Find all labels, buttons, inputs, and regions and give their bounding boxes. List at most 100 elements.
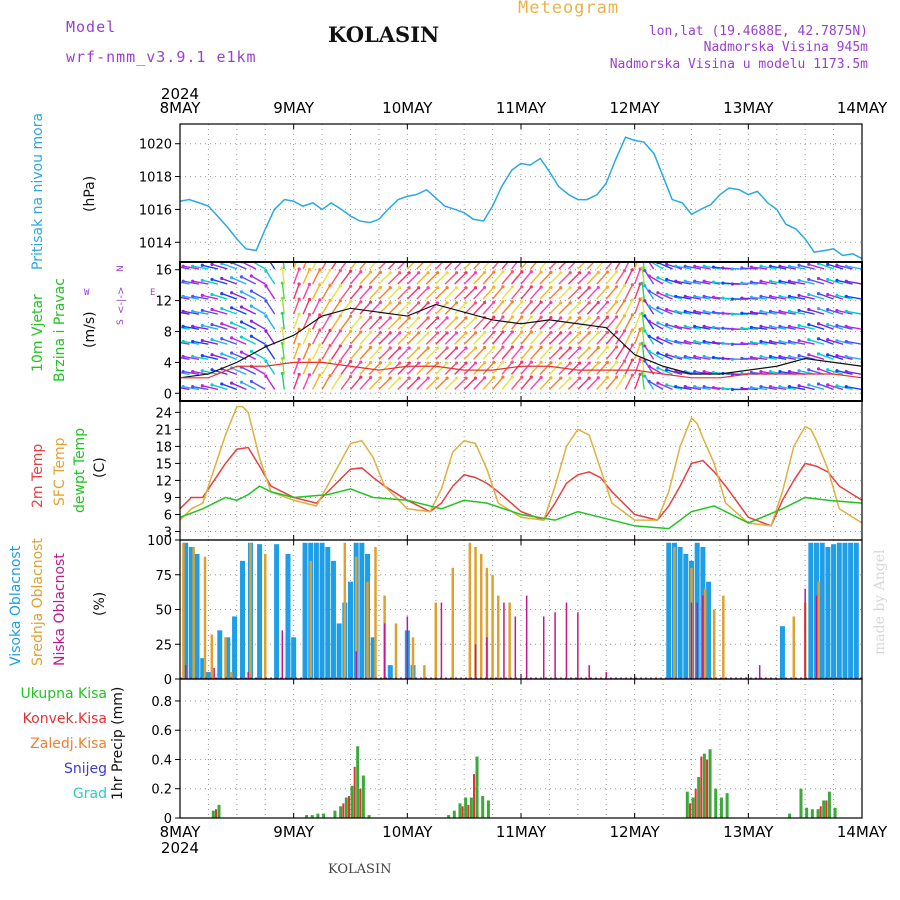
wind-arrow	[492, 376, 504, 390]
wind-arrow	[192, 265, 209, 270]
wind-arrow	[741, 387, 758, 391]
wind-arrow-head	[529, 345, 533, 349]
wind-arrow	[211, 308, 228, 315]
wind-arrow-head	[640, 281, 644, 285]
wind-arrow	[425, 347, 439, 360]
wind-arrow	[387, 262, 397, 270]
wind-arrow-head	[559, 316, 563, 320]
wind-arrow-head	[835, 293, 839, 297]
wind-arrow-head	[454, 271, 459, 275]
wind-arrow-head	[220, 276, 224, 281]
wind-arrow-head	[492, 255, 495, 258]
wind-arrow-head	[181, 309, 185, 313]
wind-arrow	[615, 345, 626, 360]
wind-arrow	[596, 271, 608, 285]
wind-arrow	[359, 346, 372, 360]
wind-arrow-head	[844, 369, 848, 374]
wind-arrow	[586, 271, 599, 285]
wind-arrow	[192, 325, 209, 330]
wind-arrow-head	[578, 286, 582, 290]
wind-arrow-head	[348, 329, 353, 334]
mid-cloud-bar	[817, 581, 821, 679]
wind-arrow-head	[191, 309, 195, 313]
wind-arrow-head	[787, 324, 792, 329]
wind-arrow	[359, 316, 372, 330]
wind-arrow-head	[436, 256, 439, 259]
wind-arrow-head	[378, 346, 383, 350]
wind-arrow	[202, 354, 219, 360]
wind-arrow	[779, 385, 796, 391]
wind-arrow-head	[172, 385, 175, 388]
wind-arrow	[501, 331, 513, 345]
wind-arrow-head	[614, 315, 619, 319]
wind-arrow	[789, 280, 806, 285]
wind-arrow	[231, 337, 247, 345]
wind-arrow-head	[249, 319, 253, 323]
wind-arrow-head	[844, 279, 848, 283]
low-cloud-bar	[514, 616, 517, 679]
wind-arrow-head	[318, 343, 322, 347]
low-cloud-bar	[213, 667, 215, 679]
wind-arrow-head	[464, 286, 468, 290]
wind-arrow	[281, 358, 285, 375]
high-cloud-bar	[205, 672, 211, 679]
wind-arrow-head	[711, 280, 716, 284]
wind-arrow	[231, 382, 247, 391]
wind-arrow-head	[435, 331, 440, 335]
wind-arrow	[180, 343, 181, 345]
wind-arrow	[751, 266, 768, 270]
wind-arrow-head	[388, 346, 392, 350]
wind-arrow	[406, 362, 420, 375]
high-cloud-bar	[330, 560, 336, 679]
wind-arrow-head	[596, 315, 600, 320]
wind-arrow-head	[200, 263, 204, 267]
wind-arrow	[529, 286, 542, 300]
conv-precip-bar	[467, 804, 470, 818]
wind-arrow	[751, 296, 768, 300]
wind-arrow-head	[588, 256, 591, 259]
wind-arrow	[425, 262, 435, 270]
wind-arrow-head	[749, 310, 753, 314]
wind-arrow-head	[529, 300, 533, 304]
total-precip-bar	[211, 810, 215, 818]
wind-arrow	[539, 262, 548, 270]
wind-arrow-head	[348, 374, 353, 379]
wind-arrow-head	[835, 278, 839, 282]
wind-arrow	[293, 328, 300, 345]
wind-arrow-head	[483, 331, 487, 335]
wind-arrow	[397, 262, 406, 270]
wind-arrow	[473, 286, 486, 300]
wind-arrow	[202, 309, 219, 315]
wind-arrow-head	[749, 280, 753, 284]
wind-arrow	[311, 314, 321, 330]
total-precip-bar	[697, 777, 701, 818]
wind-arrow	[183, 325, 200, 330]
precip-ytick-label: 0.8	[151, 695, 172, 710]
wind-arrow-head	[844, 385, 848, 389]
wind-arrow	[760, 385, 777, 391]
wind-arrow	[406, 287, 420, 300]
wind-arrow-head	[740, 341, 744, 345]
total-precip-bar	[714, 788, 718, 818]
cloud-ytick-label: 0	[164, 673, 172, 688]
wind-arrow	[808, 338, 825, 345]
wind-arrow-head	[643, 269, 647, 273]
wind-arrow-head	[297, 327, 301, 331]
wind-arrow-head	[740, 311, 744, 315]
wind-arrow-head	[338, 299, 342, 303]
mid-cloud-bar	[182, 542, 185, 679]
wind-arrow	[444, 347, 458, 360]
wind-arrow-head	[605, 300, 610, 304]
wind-arrow	[760, 340, 777, 345]
wind-arrow-head	[239, 290, 244, 294]
wind-arrow-head	[307, 373, 312, 377]
wind-arrow-head	[307, 282, 312, 286]
wind-arrow-head	[826, 277, 830, 282]
wind-arrow	[330, 300, 341, 315]
wind-arrow	[558, 287, 571, 300]
wind-arrow	[293, 298, 300, 315]
wind-arrow-head	[730, 372, 734, 376]
wind-arrow	[378, 262, 387, 270]
total-precip-bar	[367, 815, 371, 818]
wind-arrow	[657, 367, 673, 376]
